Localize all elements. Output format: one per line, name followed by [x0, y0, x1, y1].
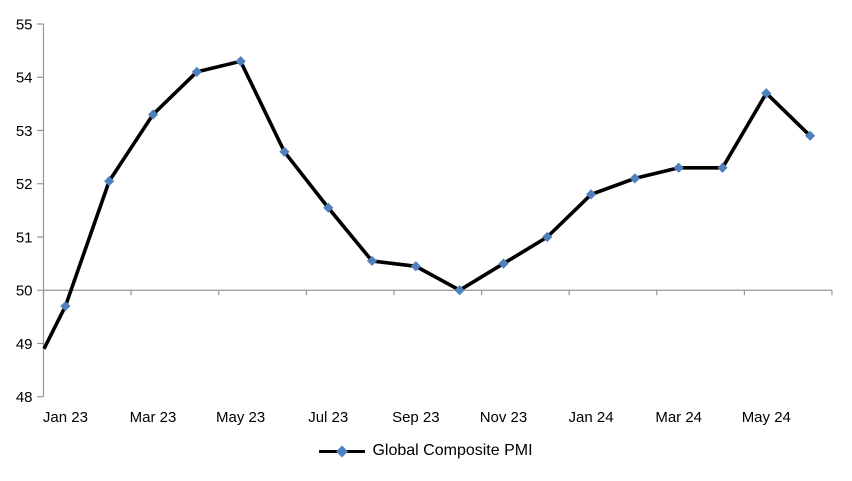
y-axis-tick-label: 49: [16, 336, 33, 353]
legend-diamond-icon: [336, 445, 349, 457]
data-point-marker: [498, 258, 509, 269]
y-axis-tick-label: 51: [16, 229, 33, 246]
data-point-marker: [366, 255, 378, 267]
y-axis-tick-label: 52: [16, 176, 33, 193]
y-axis-tick-label: 50: [16, 283, 33, 300]
x-axis-tick-label: Sep 23: [392, 409, 440, 426]
data-point-marker: [585, 189, 597, 200]
data-point-marker: [410, 261, 421, 272]
x-axis-tick-label: Jan 23: [43, 409, 88, 426]
x-axis-tick-label: May 24: [742, 409, 791, 426]
data-point-marker: [673, 162, 684, 173]
x-axis-tick-label: Jan 24: [569, 409, 614, 426]
data-point-marker: [235, 56, 246, 67]
data-point-marker: [104, 175, 115, 187]
data-point-marker: [60, 301, 71, 312]
data-point-marker: [147, 109, 159, 120]
data-point-marker: [542, 231, 553, 243]
series-line: [42, 59, 812, 350]
data-point-marker: [629, 173, 640, 184]
data-point-marker: [804, 130, 816, 141]
data-point-marker: [717, 162, 728, 173]
x-axis-tick-label: Jul 23: [308, 409, 348, 426]
x-axis-tick-label: Mar 24: [655, 409, 702, 426]
data-point-marker: [191, 66, 202, 78]
data-point-marker: [323, 202, 334, 213]
y-axis-tick-label: 54: [16, 70, 33, 87]
legend: Global Composite PMI: [0, 440, 852, 462]
legend-label: Global Composite PMI: [372, 442, 533, 459]
data-point-marker: [454, 285, 465, 296]
y-axis-tick-label: 48: [16, 389, 33, 406]
x-axis-tick-label: May 23: [216, 409, 265, 426]
y-axis-tick-label: 55: [16, 17, 33, 34]
pmi-line-chart: 55 54 53 52 51 50 49 48 Jan 23 Mar 23 May 23 Jul 23…: [16, 17, 833, 426]
data-point-marker: [761, 88, 772, 99]
data-point-marker: [279, 146, 290, 157]
legend-series-marker-icon: [319, 445, 366, 457]
y-axis-tick-label: 53: [16, 123, 33, 140]
x-axis-tick-label: Nov 23: [480, 409, 528, 426]
x-axis-tick-label: Mar 23: [130, 409, 177, 426]
